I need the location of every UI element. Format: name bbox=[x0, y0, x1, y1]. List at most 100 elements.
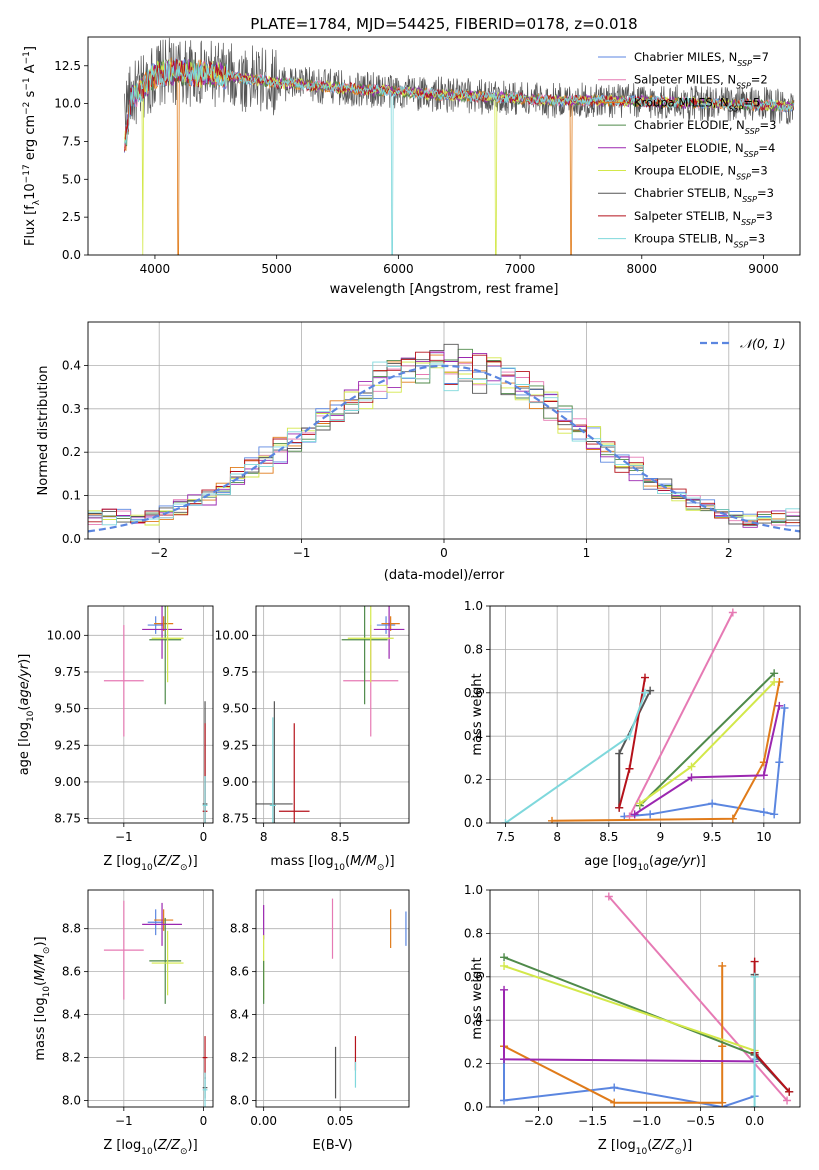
series-ke bbox=[635, 677, 779, 808]
point-ss bbox=[278, 723, 310, 823]
axes-frame bbox=[87, 36, 801, 256]
axes-frame bbox=[87, 321, 801, 540]
series-ks bbox=[750, 972, 759, 1107]
plus-marker bbox=[500, 961, 509, 970]
plus-marker bbox=[687, 773, 696, 782]
series-line bbox=[753, 974, 790, 1093]
x-tick-label: −0.5 bbox=[686, 1114, 715, 1128]
x-tick-label: −1 bbox=[293, 546, 311, 560]
x-tick-label: 9 bbox=[657, 830, 665, 844]
mass_vs_ebv-xlabel: E(B-V) bbox=[312, 1138, 352, 1153]
mass_vs_Z-xlabel: Z [log10(Z/Z⊙)] bbox=[103, 1138, 197, 1157]
plus-marker bbox=[750, 957, 759, 966]
plus-marker bbox=[500, 985, 509, 994]
series-km bbox=[548, 677, 784, 823]
spectrum-line-ks bbox=[124, 60, 794, 255]
series-line bbox=[503, 989, 755, 1063]
point-se bbox=[142, 606, 182, 659]
mass-vs-ebv-panel: 0.00 0.05 8.0 8.2 8.4 8.6 8.8 E(B-V) bbox=[230, 889, 410, 1153]
x-tick-label: −1.0 bbox=[632, 1114, 661, 1128]
y-tick-label: 8.8 bbox=[62, 922, 81, 936]
x-tick-label: 8.5 bbox=[331, 830, 350, 844]
plus-marker bbox=[500, 953, 509, 962]
x-tick-label: 8.5 bbox=[599, 830, 618, 844]
series-cs bbox=[750, 970, 794, 1096]
x-tick-label: −2 bbox=[150, 546, 168, 560]
plus-marker bbox=[775, 701, 784, 710]
legend-label-ks: Kroupa STELIB, NSSP=3 bbox=[634, 232, 765, 250]
x-tick-label: 7.5 bbox=[496, 830, 515, 844]
mass-weight-vs-age-panel: 7.5 8 8.5 9 9.5 10 0.0 0.2 0.4 0.6 0.8 1.0 age [log1… bbox=[464, 599, 801, 873]
point-sm bbox=[103, 900, 144, 1000]
series-line bbox=[503, 966, 724, 1104]
y-tick-label: 0.8 bbox=[464, 642, 483, 656]
series-cs bbox=[615, 686, 655, 812]
y-tick-label: 7.5 bbox=[62, 134, 81, 148]
plus-marker bbox=[687, 762, 696, 771]
plus-marker bbox=[635, 799, 644, 808]
point-ke bbox=[347, 606, 394, 683]
plus-marker bbox=[610, 1083, 619, 1092]
point-ke bbox=[151, 930, 184, 996]
mass_weight_vs_age-xlabel: age [log10(age/yr)] bbox=[584, 854, 706, 873]
age-vs-z-panel: −1 0 8.75 9.00 9.25 9.50 9.75 10.00 Z [log10(Z/Z… bbox=[17, 605, 214, 873]
x-tick-label: 8 bbox=[260, 830, 268, 844]
y-tick-label: 8.4 bbox=[230, 1008, 249, 1022]
plot-area bbox=[103, 900, 208, 1107]
point-ks bbox=[269, 717, 276, 823]
series-line bbox=[503, 965, 755, 1052]
spectrum-legend: Chabrier MILES, NSSP=7 Salpeter MILES, NS… bbox=[598, 50, 776, 249]
x-tick-label: −1 bbox=[115, 830, 133, 844]
y-tick-label: 8.0 bbox=[230, 1094, 249, 1108]
y-tick-label: 8.75 bbox=[222, 812, 249, 826]
spectrum-ylabel: Flux [fλ10−17 erg cm−2 s−1 A−1] bbox=[22, 46, 42, 246]
series-ce bbox=[635, 669, 779, 810]
y-tick-label: 0.3 bbox=[62, 402, 81, 416]
plot-area bbox=[103, 606, 208, 823]
age_vs_mass-xlabel: mass [log10(M/M⊙)] bbox=[270, 854, 394, 873]
y-tick-label: 8.0 bbox=[62, 1094, 81, 1108]
plus-marker bbox=[610, 1098, 619, 1107]
plus-marker bbox=[615, 803, 624, 812]
point-km bbox=[154, 616, 174, 631]
plus-marker bbox=[770, 669, 779, 678]
plot-area bbox=[88, 343, 800, 533]
residuals-ylabel: Normed distribution bbox=[36, 366, 51, 496]
y-tick-label: 0.1 bbox=[62, 489, 81, 503]
series-line bbox=[639, 672, 775, 807]
y-tick-label: 12.5 bbox=[54, 59, 81, 73]
series-ks bbox=[501, 688, 649, 823]
y-tick-label: 9.50 bbox=[54, 702, 81, 716]
x-tick-label: −1 bbox=[115, 1114, 133, 1128]
series-line bbox=[634, 705, 781, 816]
x-tick-label: −1.5 bbox=[578, 1114, 607, 1128]
spectrum-panel: 4000 5000 6000 7000 8000 9000 0.0 2.5 5.0 7.5 10.0… bbox=[22, 36, 801, 297]
x-tick-label: 5000 bbox=[261, 262, 292, 276]
x-tick-label: 0 bbox=[200, 1114, 208, 1128]
y-tick-label: 9.75 bbox=[54, 665, 81, 679]
plus-marker bbox=[728, 814, 737, 823]
legend-label-km: Kroupa MILES, NSSP=5 bbox=[634, 95, 760, 113]
point-ce bbox=[149, 917, 182, 1004]
point-ks bbox=[202, 1072, 208, 1107]
x-tick-label: 0.00 bbox=[250, 1114, 277, 1128]
plus-marker bbox=[759, 808, 768, 817]
point-sm bbox=[103, 625, 144, 737]
x-tick-label: 9.5 bbox=[703, 830, 722, 844]
residuals-xlabel: (data-model)/error bbox=[384, 568, 505, 583]
age_vs_Z-grid bbox=[88, 606, 213, 823]
series-se bbox=[630, 701, 784, 819]
y-tick-label: 1.0 bbox=[464, 883, 483, 897]
plot-area bbox=[500, 892, 794, 1107]
plot-area bbox=[256, 606, 405, 823]
y-tick-label: 0.4 bbox=[464, 729, 483, 743]
y-tick-label: 0.0 bbox=[62, 532, 81, 546]
point-cm bbox=[147, 616, 164, 634]
plus-marker bbox=[770, 810, 779, 819]
y-tick-label: 0.2 bbox=[464, 1057, 483, 1071]
x-tick-label: 10 bbox=[756, 830, 771, 844]
point-ce bbox=[341, 606, 388, 705]
spectrum-xlabel: wavelength [Angstrom, rest frame] bbox=[330, 282, 559, 297]
plus-marker bbox=[785, 1087, 794, 1096]
age_vs_mass-grid bbox=[256, 606, 409, 823]
